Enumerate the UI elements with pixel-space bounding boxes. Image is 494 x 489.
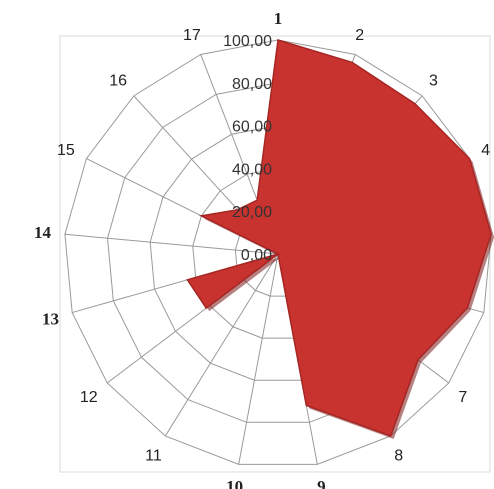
- category-label-9: 9: [317, 477, 326, 489]
- category-label-14: 14: [34, 223, 52, 242]
- category-label-8: 8: [394, 448, 403, 465]
- category-label-16: 16: [109, 73, 127, 90]
- spoke-10: [238, 253, 279, 465]
- grid-ring-5: [64, 39, 492, 465]
- category-label-4: 4: [481, 142, 490, 159]
- category-label-2: 2: [355, 27, 364, 44]
- spoke-11: [164, 253, 279, 437]
- category-label-17: 17: [183, 27, 201, 44]
- category-label-13: 13: [42, 310, 59, 329]
- tick-label: 60,00: [232, 119, 272, 136]
- category-label-11: 11: [145, 448, 162, 465]
- category-label-1: 1: [274, 9, 283, 28]
- tick-label: 80,00: [232, 76, 272, 93]
- tick-label: 20,00: [232, 204, 272, 221]
- category-label-7: 7: [458, 389, 467, 406]
- spoke-14: [64, 233, 279, 255]
- series-area-fill: [186, 39, 492, 437]
- radial-tick-labels: 0,00 20,00 40,00 60,00 80,00 100,00: [223, 33, 272, 264]
- category-label-15: 15: [57, 142, 75, 159]
- category-label-3: 3: [429, 73, 438, 90]
- series-area: [186, 39, 494, 439]
- category-label-12: 12: [80, 389, 98, 406]
- tick-label: 100,00: [223, 33, 272, 50]
- category-label-10: 10: [226, 477, 243, 489]
- tick-label: 0,00: [241, 247, 272, 264]
- tick-label: 40,00: [232, 161, 272, 178]
